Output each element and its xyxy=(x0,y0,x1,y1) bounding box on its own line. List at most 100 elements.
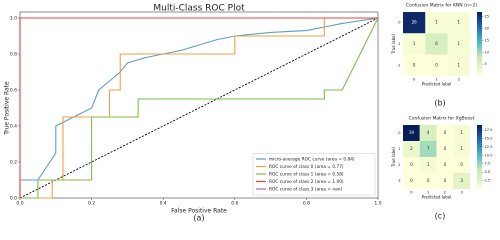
colorbar-label: 5.0 xyxy=(485,170,491,174)
legend-label: ROC curve of class 3 (area = nan) xyxy=(269,187,342,193)
y-tick-label: 0 xyxy=(398,20,401,25)
cell xyxy=(403,33,426,55)
x-tick-label: 0.4 xyxy=(160,201,167,207)
cell-label: 1 xyxy=(460,146,463,151)
colorbar-label: 7.5 xyxy=(485,162,491,166)
cell-label: 1 xyxy=(460,130,463,135)
cell-label: 7 xyxy=(427,146,430,151)
x-tick-label: 0.0 xyxy=(16,201,23,207)
y-axis-label: True Positive Rate xyxy=(4,81,11,136)
chart-title: Confusion Matrix for KNN (n=2) xyxy=(406,3,477,9)
chart-title: Multi-Class ROC Plot xyxy=(153,4,245,14)
cell-label: 0 xyxy=(444,162,447,167)
x-tick-label: 0 xyxy=(410,190,413,195)
cell xyxy=(436,157,454,173)
panel-caption: (c) xyxy=(435,212,446,221)
y-axis-label: True label xyxy=(391,34,396,54)
y-tick-label: 0.6 xyxy=(10,88,17,94)
cell-label: 1 xyxy=(427,162,430,167)
cell xyxy=(436,125,454,141)
cell xyxy=(419,125,437,141)
cell-label: 0 xyxy=(410,178,413,183)
colorbar-label: 15.0 xyxy=(485,136,494,140)
colorbar-label: 10.0 xyxy=(485,153,494,157)
cell-label: 1 xyxy=(458,62,461,67)
colorbar-label: 5 xyxy=(485,62,487,66)
panel-caption: (b) xyxy=(434,99,445,108)
cell xyxy=(419,157,437,173)
cell-label: 0 xyxy=(444,130,447,135)
cell xyxy=(447,33,470,55)
x-tick-label: 0.8 xyxy=(303,201,310,207)
colorbar-label: 12.5 xyxy=(485,145,493,149)
colorbar-label: 10 xyxy=(485,50,490,54)
cell xyxy=(453,141,470,157)
cell xyxy=(403,54,426,76)
roc-curve xyxy=(20,17,379,199)
x-tick-label: 1.0 xyxy=(374,201,381,207)
x-axis-label: Predicted label xyxy=(422,82,452,87)
y-tick-label: 1.0 xyxy=(10,16,17,22)
y-tick-label: 0.2 xyxy=(10,160,17,166)
x-tick-label: 0.6 xyxy=(231,201,238,207)
cell xyxy=(419,173,437,189)
colorbar-label: 25 xyxy=(485,15,490,19)
cell xyxy=(425,12,448,34)
x-axis-label: False Positive Rate xyxy=(171,208,227,215)
cell-label: 1 xyxy=(435,20,438,25)
legend-label: ROC curve of class 2 (area = 1.00) xyxy=(269,179,344,185)
figure: Multi-Class ROC Plot 0.0 0.2 0.4 0.6 0.8 1.0 0.… xyxy=(4,3,494,223)
y-tick-label: 3 xyxy=(398,178,401,183)
x-tick-label: 2 xyxy=(458,77,461,82)
cell xyxy=(436,173,454,189)
cell-label: 3 xyxy=(460,178,463,183)
y-tick-label: 1 xyxy=(398,41,401,46)
x-tick-label: 1 xyxy=(435,77,438,82)
x-tick-label: 0.2 xyxy=(88,201,95,207)
colorbar-label: 2.5 xyxy=(485,179,491,183)
roc-curve xyxy=(19,17,379,198)
y-tick-label: 2 xyxy=(398,62,401,67)
cell-label: 0 xyxy=(435,62,438,67)
chart-title: Confusion Matrix for XgBoost xyxy=(409,116,475,122)
y-tick-label: 1 xyxy=(398,146,401,151)
x-tick-label: 0 xyxy=(413,77,416,82)
cell xyxy=(425,54,448,76)
diagonal xyxy=(19,17,379,199)
cell xyxy=(447,54,470,76)
cell-label: 0 xyxy=(444,146,447,151)
x-tick-label: 3 xyxy=(460,190,463,195)
y-tick-label: 0.4 xyxy=(10,124,17,130)
cell xyxy=(453,125,470,141)
cell xyxy=(419,141,437,157)
cell-label: 0 xyxy=(410,162,413,167)
cell-label: 2 xyxy=(410,146,413,151)
y-axis-label: True label xyxy=(391,147,396,167)
cell xyxy=(403,173,420,189)
colorbar xyxy=(477,12,482,76)
cell-label: 1 xyxy=(413,41,416,46)
cell xyxy=(447,12,470,34)
y-tick-label: 0.8 xyxy=(10,52,17,58)
cell-label: 26 xyxy=(412,20,418,25)
cell xyxy=(403,157,420,173)
colorbar-label: 17.5 xyxy=(485,128,493,132)
legend-label: micro-average ROC curve (area = 0.84) xyxy=(269,157,355,163)
legend-label: ROC curve of class 1 (area = 0.58) xyxy=(269,172,344,178)
cell-label: 0 xyxy=(460,162,463,167)
colorbar xyxy=(477,125,482,189)
cell-label: 0 xyxy=(413,62,416,67)
panel-caption: (a) xyxy=(193,214,204,223)
cell-label: 1 xyxy=(458,20,461,25)
legend-label: ROC curve of class 0 (area = 0.77) xyxy=(269,164,344,170)
colorbar-label: 20 xyxy=(485,27,490,31)
colorbar-label: 15 xyxy=(485,38,490,42)
y-tick-label: 0 xyxy=(398,130,401,135)
cell-label: 4 xyxy=(427,130,430,135)
cell xyxy=(403,125,420,141)
cell xyxy=(403,141,420,157)
y-tick-label: 2 xyxy=(398,162,401,167)
cell-label: 6 xyxy=(435,41,438,46)
y-tick-label: 0.0 xyxy=(10,196,17,202)
x-tick-label: 1 xyxy=(427,190,430,195)
